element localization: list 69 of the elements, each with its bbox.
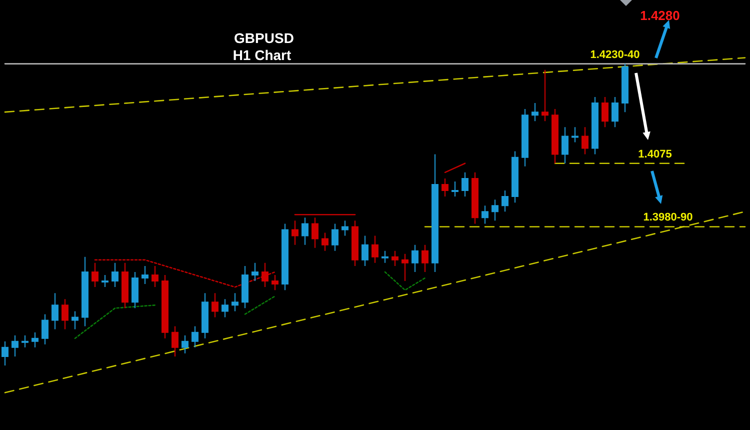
chart-title: GBPUSD: [234, 30, 294, 46]
candlestick: [492, 199, 498, 222]
candlestick: [192, 326, 198, 348]
candlestick: [322, 232, 328, 252]
candlestick: [572, 126, 578, 143]
candlestick: [522, 108, 528, 167]
candlestick: [252, 262, 258, 282]
candlestick: [92, 262, 98, 288]
candlestick: [142, 265, 148, 285]
candlestick: [172, 326, 178, 357]
candlestick: [302, 217, 308, 246]
candlestick: [432, 154, 438, 272]
candlestick: [132, 271, 138, 309]
candlestick: [152, 265, 158, 288]
candlestick: [52, 292, 58, 330]
candlestick: [472, 172, 478, 224]
candlestick: [542, 69, 548, 122]
candlestick: [512, 150, 518, 204]
candlestick: [242, 265, 248, 309]
candlestick: [212, 292, 218, 318]
candlestick: [582, 126, 588, 155]
text: 1.4280: [640, 8, 680, 23]
candlestick: [382, 250, 388, 264]
candlestick: [282, 223, 288, 291]
candlestick: [292, 220, 298, 246]
candlestick: [22, 334, 28, 348]
candlestick: [482, 205, 488, 224]
candlestick: [82, 256, 88, 327]
series-label: 1.4230-40: [590, 48, 640, 61]
candlestick: [462, 172, 468, 198]
candlestick: [102, 274, 108, 288]
series-label: 1.4075: [638, 148, 672, 160]
candlestick: [182, 334, 188, 354]
candlestick: [222, 298, 228, 318]
chart-subtitle: H1 Chart: [232, 47, 292, 63]
candlestick: [162, 274, 168, 339]
candlestick: [262, 262, 268, 288]
candlestick: [352, 220, 358, 266]
candlestick: [332, 223, 338, 252]
candlestick: [402, 253, 408, 282]
candlestick: [452, 180, 458, 198]
candlestick: [202, 292, 208, 339]
candlestick: [362, 235, 368, 266]
candlestick: [392, 250, 398, 266]
candlestick: [622, 63, 628, 113]
candlestick: [342, 220, 348, 236]
candlestick: [12, 334, 18, 357]
candlestick: [412, 244, 418, 272]
candlestick: [62, 298, 68, 330]
candlestick: [442, 178, 448, 198]
candlestick: [232, 292, 238, 312]
candlestick: [2, 340, 8, 366]
candlestick: [122, 262, 128, 309]
candlestick: [532, 102, 538, 122]
series-label: 1.3980-90: [643, 212, 693, 224]
candlestick: [552, 108, 558, 164]
candlestick: [612, 96, 618, 128]
candlestick: [112, 262, 118, 288]
candlestick: [502, 190, 508, 212]
candlestick: [592, 96, 598, 155]
candlestick: [42, 314, 48, 345]
candlestick: [602, 96, 608, 128]
candlestick: [372, 235, 378, 264]
candlestick: [312, 217, 318, 248]
candlestick: [32, 332, 38, 348]
candlestick: [422, 244, 428, 272]
candlestick: [72, 310, 78, 330]
candlestick: [562, 126, 568, 164]
candlestick: [272, 274, 278, 291]
